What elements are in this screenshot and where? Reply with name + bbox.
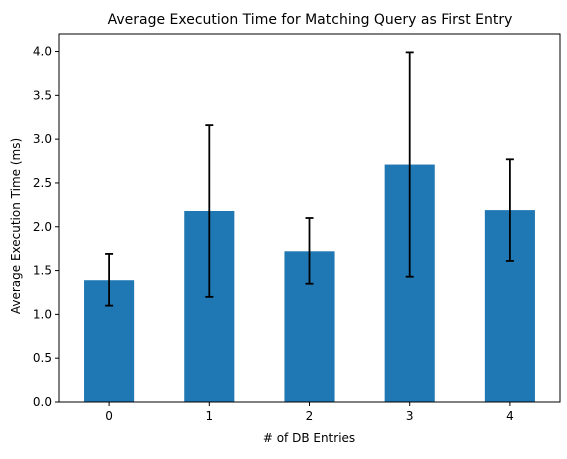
chart-title: Average Execution Time for Matching Quer… <box>108 12 513 28</box>
plot-frame <box>58 33 561 403</box>
y-tick-label: 1.0 <box>33 307 52 321</box>
y-tick-label: 4.0 <box>33 45 52 59</box>
x-tick-label-2: 2 <box>306 409 314 423</box>
plot-area: 0 1 2 3 4 0.0 0.5 1.0 1.5 2.0 2.5 3.0 3.5 4.0 <box>33 33 561 423</box>
y-tick-label: 0.0 <box>33 395 52 409</box>
x-axis-label: # of DB Entries <box>263 431 355 445</box>
x-tick-label-1: 1 <box>205 409 213 423</box>
y-tick-label: 0.5 <box>33 351 52 365</box>
y-tick-label: 2.0 <box>33 220 52 234</box>
y-tick-label: 3.5 <box>33 88 52 102</box>
y-axis-label: Average Execution Time (ms) <box>9 138 23 314</box>
x-tick-label-0: 0 <box>105 409 113 423</box>
y-tick-label: 1.5 <box>33 264 52 278</box>
x-tick-label-4: 4 <box>506 409 514 423</box>
y-tick-label: 2.5 <box>33 176 52 190</box>
y-tick-label: 3.0 <box>33 132 52 146</box>
x-tick-label-3: 3 <box>406 409 414 423</box>
